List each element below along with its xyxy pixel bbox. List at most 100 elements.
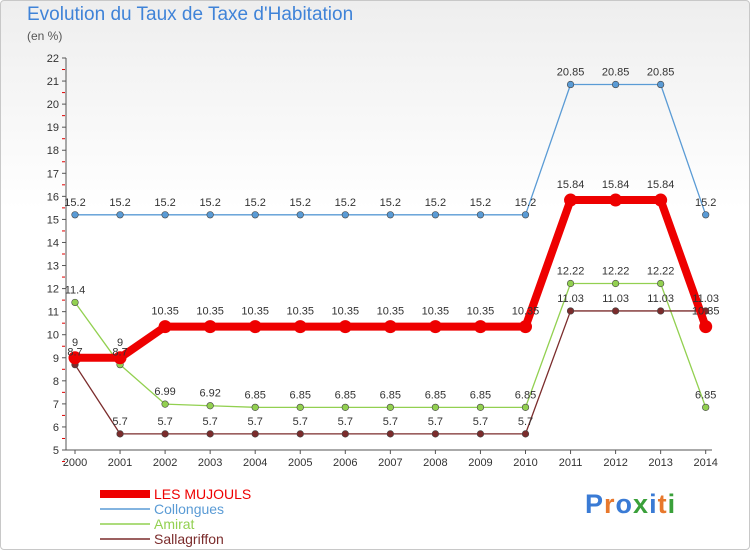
data-label: 6.85 xyxy=(470,389,491,401)
y-tick-label: 22 xyxy=(47,53,59,65)
data-label: 6.85 xyxy=(515,389,536,401)
y-tick-label: 12 xyxy=(47,284,59,296)
y-tick-label: 20 xyxy=(47,99,59,111)
data-label: 15.2 xyxy=(515,197,536,209)
data-label: 10.35 xyxy=(196,306,224,318)
data-point xyxy=(206,430,214,438)
data-label: 10.35 xyxy=(512,306,540,318)
data-point xyxy=(519,320,532,334)
x-tick-label: 2003 xyxy=(198,457,222,469)
data-label: 9 xyxy=(117,337,123,349)
axes: 5 6 7 8 9 10 11 12 13 14 15 16 17 18 19 20 21 22 2000 2001 2… xyxy=(47,53,718,469)
data-point xyxy=(161,400,169,408)
y-tick-label: 18 xyxy=(47,145,59,157)
data-point xyxy=(158,320,172,334)
data-point xyxy=(476,403,485,411)
data-label: 5.7 xyxy=(293,416,308,428)
data-label: 6.99 xyxy=(154,386,175,398)
data-label: 11.03 xyxy=(602,293,629,305)
x-tick-label: 2004 xyxy=(243,457,267,469)
data-label: 10.35 xyxy=(467,306,495,318)
proxiti-logo: Proxiti xyxy=(585,489,676,520)
data-label: 5.7 xyxy=(383,416,398,428)
y-tick-label: 16 xyxy=(47,191,59,203)
data-point xyxy=(431,211,440,219)
data-point xyxy=(476,211,485,219)
x-tick-label: 2013 xyxy=(648,457,672,469)
data-point xyxy=(251,403,259,411)
data-point xyxy=(521,430,530,438)
y-tick-label: 6 xyxy=(53,422,59,434)
data-label: 15.2 xyxy=(109,197,130,209)
data-label: 15.84 xyxy=(647,179,675,191)
data-label: 5.7 xyxy=(203,416,218,428)
x-tick-label: 2000 xyxy=(63,457,87,469)
data-label: 15.2 xyxy=(695,197,716,209)
series-layer xyxy=(68,80,713,438)
data-label: 10.35 xyxy=(692,306,720,318)
y-tick-label: 11 xyxy=(48,307,59,319)
data-label: 15.2 xyxy=(380,197,401,209)
x-tick-label: 2007 xyxy=(378,457,402,469)
data-label: 6.85 xyxy=(695,389,716,401)
data-point xyxy=(203,320,217,334)
data-label: 5.7 xyxy=(112,416,127,428)
data-point xyxy=(341,211,349,219)
data-label: 20.85 xyxy=(647,67,675,79)
logo-letter: i xyxy=(667,489,677,519)
y-tick-label: 9 xyxy=(53,353,59,365)
legend-label: Sallagriffon xyxy=(154,531,224,547)
data-label: 10.35 xyxy=(377,306,405,318)
data-point xyxy=(657,307,665,315)
data-point xyxy=(702,211,710,219)
chart-subtitle: (en %) xyxy=(27,29,63,43)
data-label: 12.22 xyxy=(557,266,585,278)
x-tick-label: 2010 xyxy=(513,457,537,469)
data-point xyxy=(657,279,665,288)
legend-label: Amirat xyxy=(154,516,195,532)
data-point xyxy=(251,211,259,219)
data-label: 11.03 xyxy=(692,293,719,305)
data-label: 5.7 xyxy=(248,416,263,428)
data-point xyxy=(611,307,620,315)
data-point xyxy=(161,430,169,438)
x-tick-label: 2002 xyxy=(153,457,177,469)
y-tick-label: 7 xyxy=(53,399,59,411)
data-point xyxy=(521,403,530,411)
x-tick-label: 2005 xyxy=(288,457,312,469)
data-point xyxy=(116,430,124,438)
x-tick-label: 2014 xyxy=(693,457,717,469)
data-point xyxy=(338,320,352,334)
data-point xyxy=(566,279,575,288)
data-point xyxy=(251,430,259,438)
series-line-les-mujouls xyxy=(71,196,710,362)
data-label: 15.2 xyxy=(64,197,85,209)
data-point xyxy=(476,430,485,438)
y-tick-label: 14 xyxy=(47,237,59,249)
x-tick-label: 2009 xyxy=(468,457,492,469)
data-label: 6.85 xyxy=(244,389,265,401)
x-tick-label: 2006 xyxy=(333,457,357,469)
data-point xyxy=(611,279,620,288)
data-point xyxy=(71,211,79,219)
data-label: 20.85 xyxy=(557,67,585,79)
data-point xyxy=(702,403,710,411)
data-label: 6.85 xyxy=(425,389,446,401)
logo-letter: x xyxy=(633,489,650,519)
data-point xyxy=(566,80,575,89)
data-label: 12.22 xyxy=(647,266,675,278)
data-label: 8.7 xyxy=(112,347,127,359)
data-label: 5.7 xyxy=(473,416,488,428)
data-point xyxy=(296,403,304,411)
data-point xyxy=(609,193,623,207)
y-tick-label: 5 xyxy=(53,445,59,457)
data-point xyxy=(206,211,214,219)
y-tick-label: 8 xyxy=(53,376,59,388)
logo-letter: o xyxy=(615,489,634,519)
data-point xyxy=(248,320,262,334)
data-label: 5.7 xyxy=(157,416,172,428)
data-point xyxy=(116,211,124,219)
